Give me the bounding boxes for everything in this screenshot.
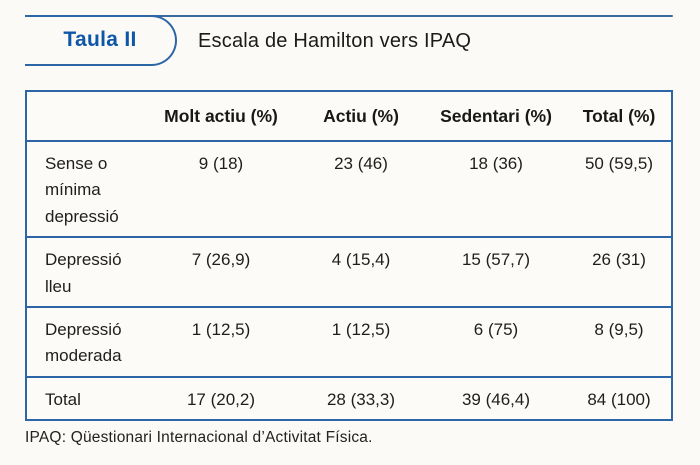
row-label: Sense o mínima depressió: [45, 154, 119, 226]
table-number-label: Taula II: [63, 27, 137, 51]
cell-value: 1 (12,5): [331, 319, 391, 339]
cell-value: 50 (59,5): [584, 154, 654, 174]
data-table: Molt actiu (%) Actiu (%) Sedentari (%) T…: [25, 90, 673, 421]
column-header-total: Total (%): [582, 106, 656, 126]
cell-value: 39 (46,4): [461, 389, 531, 409]
table-row: Sense o mínima depressió 9 (18) 23 (46) …: [27, 140, 671, 236]
cell-value: 18 (36): [469, 154, 523, 174]
cell-value: 8 (9,5): [594, 319, 644, 339]
cell-value: 17 (20,2): [186, 389, 256, 409]
table-footnote: IPAQ: Qüestionari Internacional d’Activi…: [25, 429, 373, 446]
row-label: Total: [45, 389, 81, 409]
column-header-molt-actiu: Molt actiu (%): [164, 106, 278, 126]
table-row-total: Total 17 (20,2) 28 (33,3) 39 (46,4) 84 (…: [27, 375, 671, 419]
table-header-row: Molt actiu (%) Actiu (%) Sedentari (%) T…: [27, 92, 671, 140]
cell-value: 15 (57,7): [461, 250, 531, 270]
table-row: Depressió moderada 1 (12,5) 1 (12,5) 6 (…: [27, 305, 671, 376]
row-label: Depressió lleu: [45, 250, 122, 296]
header-rule: [25, 15, 673, 17]
cell-value: 23 (46): [334, 154, 388, 174]
page-title: Escala de Hamilton vers IPAQ: [198, 30, 472, 52]
cell-value: 28 (33,3): [326, 389, 396, 409]
table-row: Depressió lleu 7 (26,9) 4 (15,4) 15 (57,…: [27, 236, 671, 306]
cell-value: 4 (15,4): [331, 250, 391, 270]
cell-value: 6 (75): [473, 319, 519, 339]
table-number-badge: Taula II: [25, 15, 177, 66]
row-label: Depressió moderada: [45, 319, 122, 366]
column-header-actiu: Actiu (%): [323, 106, 399, 126]
cell-value: 1 (12,5): [191, 319, 251, 339]
cell-value: 7 (26,9): [191, 250, 251, 270]
cell-value: 84 (100): [587, 389, 651, 409]
cell-value: 9 (18): [198, 154, 244, 174]
column-header-sedentari: Sedentari (%): [440, 106, 552, 126]
cell-value: 26 (31): [592, 250, 646, 270]
